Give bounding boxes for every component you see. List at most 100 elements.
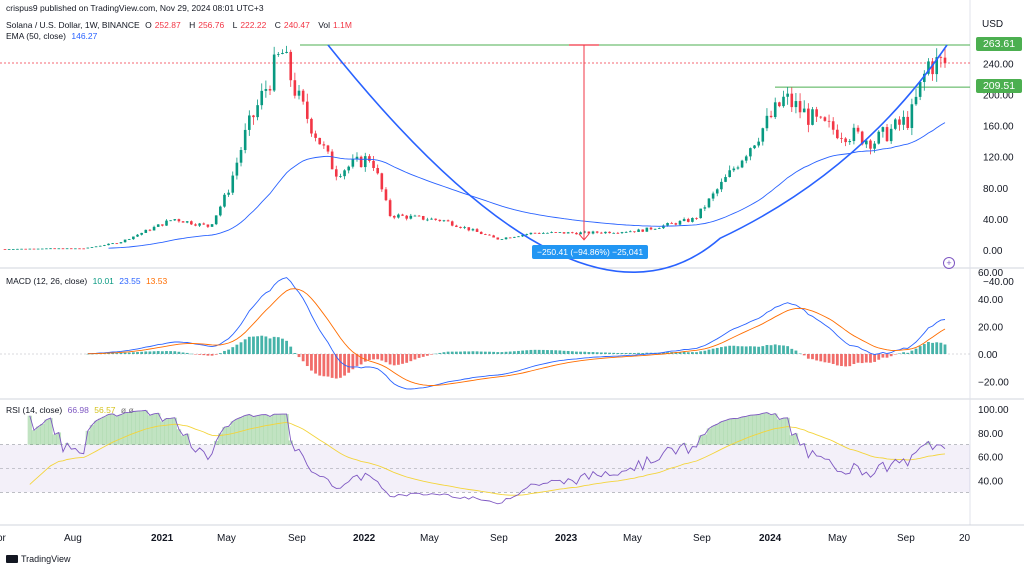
- candle-body: [537, 232, 541, 234]
- candle-body: [36, 248, 40, 250]
- candle: [438, 219, 442, 222]
- candle: [732, 166, 736, 173]
- candle: [301, 88, 305, 105]
- candle: [533, 232, 537, 234]
- candle-body: [802, 108, 806, 113]
- macd-histogram-bar: [719, 347, 723, 354]
- candle-body: [459, 226, 462, 228]
- macd-histogram-bar: [943, 344, 947, 354]
- candle: [339, 173, 342, 178]
- macd-histogram-bar: [537, 349, 541, 354]
- candle-body: [757, 141, 760, 146]
- candle: [628, 230, 632, 233]
- macd-histogram-bar: [790, 348, 794, 354]
- candle: [935, 48, 939, 82]
- macd-line: [87, 277, 946, 390]
- macd-histogram-bar: [492, 351, 496, 354]
- macd-histogram-bar: [368, 354, 371, 360]
- candle-body: [438, 219, 442, 222]
- candle-body: [666, 223, 669, 226]
- candle: [239, 147, 243, 167]
- candle: [165, 219, 168, 226]
- candle: [579, 231, 582, 235]
- macd-histogram-bar: [873, 354, 877, 362]
- macd-histogram-bar: [877, 354, 881, 360]
- candle-body: [740, 160, 744, 168]
- candle: [595, 231, 599, 234]
- rsi-legend[interactable]: RSI (14, close) 66.98 56.57 ø ø: [6, 405, 134, 415]
- candle: [782, 90, 785, 108]
- candle-body: [334, 169, 338, 177]
- candle-body: [260, 90, 264, 106]
- candle-body: [322, 144, 326, 146]
- symbol-legend[interactable]: Solana / U.S. Dollar, 1W, BINANCE O 252.8…: [6, 20, 358, 30]
- candle-body: [40, 248, 44, 250]
- macd-histogram-bar: [463, 351, 467, 354]
- candle-body: [467, 227, 471, 231]
- macd-histogram-bar: [579, 351, 582, 354]
- macd-histogram-bar: [777, 345, 781, 354]
- rsi-overbought-fill: [748, 415, 753, 445]
- macd-histogram-bar: [504, 351, 508, 354]
- candle: [161, 224, 164, 227]
- candle-body: [579, 232, 582, 235]
- add-indicator-icon[interactable]: +: [943, 257, 955, 269]
- candle-body: [599, 232, 603, 234]
- rsi-overbought-fill: [777, 419, 782, 445]
- candle-body: [219, 206, 222, 216]
- candle-body: [517, 236, 520, 238]
- rsi-overbought-fill: [719, 421, 724, 445]
- macd-histogram-bar: [260, 335, 264, 354]
- time-tick-label: May: [828, 533, 847, 544]
- candle: [918, 81, 922, 101]
- macd-histogram-bar: [798, 353, 802, 354]
- rsi-overbought-fill: [122, 412, 128, 445]
- candle: [268, 85, 272, 95]
- candle-body: [479, 231, 483, 235]
- candle: [906, 111, 910, 131]
- candle: [616, 231, 620, 234]
- time-tick-label: or: [0, 533, 7, 544]
- candle-body: [827, 120, 831, 122]
- candle: [550, 231, 553, 234]
- ema-legend[interactable]: EMA (50, close) 146.27: [6, 31, 98, 41]
- time-tick-label: 20: [959, 533, 971, 544]
- time-tick-label: May: [217, 533, 236, 544]
- candle: [649, 226, 653, 231]
- macd-histogram-bar: [844, 354, 848, 367]
- candle: [583, 230, 587, 234]
- candle: [322, 141, 326, 149]
- candle: [525, 233, 529, 236]
- candle-body: [836, 129, 839, 139]
- candle: [231, 171, 235, 196]
- macd-histogram-bar: [488, 351, 491, 354]
- rsi-overbought-fill: [85, 430, 91, 445]
- candle-body: [686, 219, 690, 222]
- macd-histogram-bar: [334, 354, 338, 379]
- candle: [3, 249, 7, 250]
- candle-body: [910, 104, 914, 128]
- candle-body: [823, 117, 827, 121]
- rsi-overbought-fill: [114, 416, 120, 445]
- macd-legend[interactable]: MACD (12, 26, close) 10.01 23.55 13.53: [6, 276, 168, 286]
- macd-histogram-bar: [177, 351, 181, 354]
- macd-histogram-bar: [508, 351, 512, 354]
- candle: [243, 123, 247, 154]
- candle: [815, 106, 818, 122]
- candle: [78, 248, 81, 250]
- rsi-overbought-fill: [226, 426, 231, 445]
- candle: [877, 130, 881, 145]
- price-tick-label: 240.00: [983, 59, 1014, 70]
- candle: [566, 231, 570, 234]
- candle-body: [943, 57, 947, 64]
- candle: [343, 169, 346, 180]
- candle: [856, 125, 860, 134]
- candle-body: [562, 232, 566, 234]
- candle: [703, 205, 707, 212]
- candle-body: [326, 145, 330, 152]
- candle: [831, 117, 835, 135]
- rsi-overbought-fill: [247, 414, 252, 445]
- candle: [65, 248, 69, 250]
- candle-body: [695, 217, 698, 219]
